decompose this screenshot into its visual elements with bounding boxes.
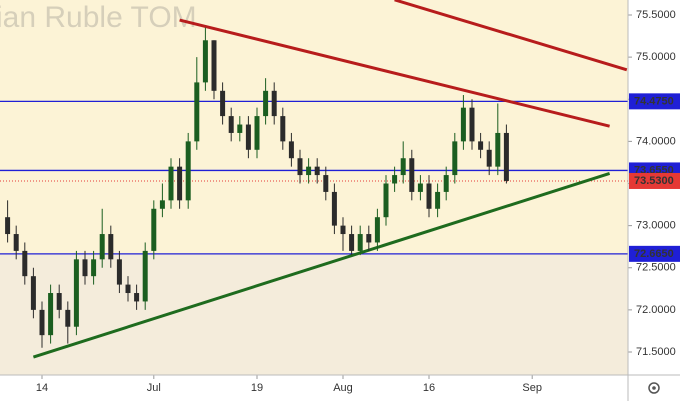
candle-body bbox=[202, 40, 208, 83]
candle-body bbox=[220, 90, 226, 117]
last-price-label: 73.5300 bbox=[634, 175, 674, 187]
candle-body bbox=[443, 175, 449, 192]
y-tick-label: 73.0000 bbox=[636, 220, 676, 232]
candle-body bbox=[409, 158, 415, 192]
y-tick-label: 74.0000 bbox=[636, 135, 676, 147]
candle-body bbox=[400, 158, 406, 176]
x-tick-label: Jul bbox=[147, 382, 161, 394]
candle-body bbox=[142, 250, 148, 302]
candle-body bbox=[116, 259, 122, 285]
x-tick-label: 19 bbox=[251, 382, 263, 394]
candle-body bbox=[5, 217, 11, 235]
candle-body bbox=[357, 234, 363, 251]
trendline bbox=[394, 0, 628, 72]
candle-body bbox=[22, 250, 28, 277]
candle-body bbox=[108, 234, 114, 260]
candle-body bbox=[503, 132, 509, 181]
candle-body bbox=[486, 149, 492, 167]
candle-body bbox=[211, 40, 217, 91]
gear-center[interactable] bbox=[652, 386, 656, 390]
candle-body bbox=[331, 191, 337, 226]
candle-body bbox=[297, 158, 303, 176]
y-tick-label: 71.5000 bbox=[636, 346, 676, 358]
y-tick-label: 72.5000 bbox=[636, 262, 676, 274]
candle-body bbox=[349, 234, 355, 251]
candle-body bbox=[245, 124, 251, 150]
lower-zone bbox=[0, 253, 628, 375]
candle-body bbox=[452, 141, 458, 176]
candle-body bbox=[478, 141, 484, 150]
level-tag bbox=[629, 245, 680, 262]
plot-background bbox=[0, 0, 628, 375]
candle-body bbox=[288, 141, 294, 159]
x-tick-label: 16 bbox=[423, 382, 435, 394]
level-tag-label: 74.4750 bbox=[634, 95, 674, 107]
candle-body bbox=[254, 116, 260, 150]
candle-body bbox=[383, 183, 389, 218]
candle-body bbox=[366, 234, 372, 243]
x-tick-label: Sep bbox=[522, 382, 542, 394]
last-price-tag bbox=[629, 172, 680, 189]
plot-area bbox=[0, 0, 628, 359]
candle-body bbox=[237, 124, 243, 133]
candle-body bbox=[194, 82, 200, 142]
candle-body bbox=[435, 191, 441, 209]
candle-body bbox=[374, 217, 380, 243]
candle-body bbox=[48, 293, 54, 336]
trendline bbox=[32, 171, 611, 359]
settings-icon[interactable] bbox=[648, 382, 660, 394]
candle-body bbox=[99, 234, 105, 260]
candle-body bbox=[314, 166, 320, 176]
candle-body bbox=[73, 259, 79, 327]
watermark-title: ian Ruble TOM bbox=[0, 1, 197, 34]
y-tick-label: 75.0000 bbox=[636, 51, 676, 63]
candle-body bbox=[151, 208, 157, 251]
candle-body bbox=[159, 200, 165, 209]
candle-body bbox=[426, 183, 432, 209]
candle-body bbox=[125, 284, 131, 294]
trendline bbox=[179, 18, 610, 128]
level-tag-label: 72.6650 bbox=[634, 248, 674, 260]
x-tick-label: 14 bbox=[36, 382, 48, 394]
candle-body bbox=[168, 166, 174, 201]
candle-body bbox=[306, 166, 312, 176]
candle-body bbox=[65, 309, 71, 327]
candle-body bbox=[469, 107, 475, 142]
candle-body bbox=[91, 259, 97, 277]
candle-body bbox=[340, 225, 346, 235]
candle-body bbox=[39, 309, 45, 336]
candle-body bbox=[460, 107, 466, 142]
candle-body bbox=[323, 175, 329, 192]
candle-body bbox=[271, 90, 277, 117]
candle-body bbox=[82, 259, 88, 277]
candle-body bbox=[417, 183, 423, 192]
y-tick-label: 75.5000 bbox=[636, 9, 676, 21]
level-tag bbox=[629, 93, 680, 110]
candle-body bbox=[228, 116, 234, 133]
candle-body bbox=[30, 276, 36, 310]
upper-zone bbox=[0, 0, 628, 254]
axes: 71.500072.000072.500073.000073.500074.00… bbox=[36, 9, 680, 394]
candle-body bbox=[392, 175, 398, 184]
y-tick-label: 72.0000 bbox=[636, 304, 676, 316]
candle-body bbox=[134, 293, 140, 302]
gear[interactable] bbox=[648, 382, 660, 394]
candle-body bbox=[263, 90, 269, 117]
candle-body bbox=[185, 141, 191, 201]
candle-body bbox=[280, 116, 286, 142]
x-tick-label: Aug bbox=[333, 382, 353, 394]
candle-body bbox=[177, 166, 183, 201]
candle-body bbox=[495, 132, 501, 167]
candle-body bbox=[56, 293, 62, 310]
candle-body bbox=[13, 234, 19, 251]
